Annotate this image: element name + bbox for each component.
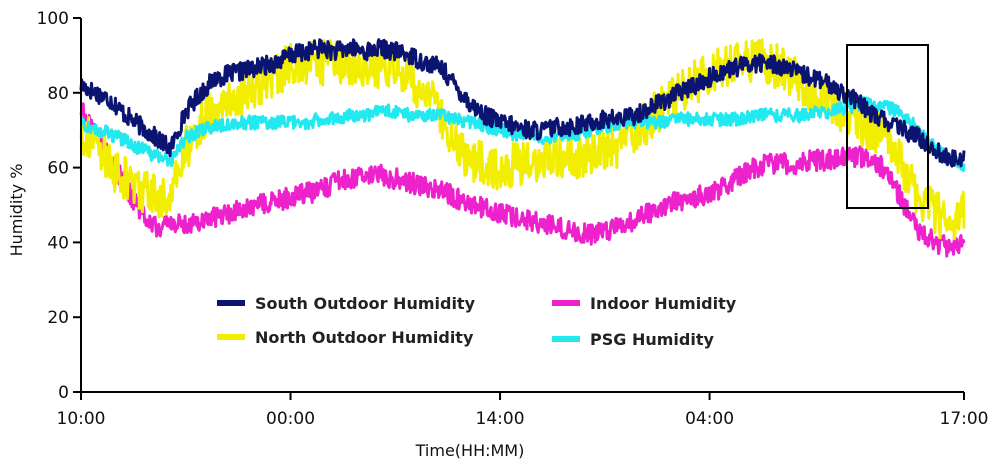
highlight-box — [846, 44, 929, 209]
series-line — [79, 38, 966, 241]
y-tick-label: 0 — [58, 383, 69, 403]
y-tick-label: 40 — [47, 233, 69, 253]
series-line — [80, 96, 966, 172]
y-tick-label: 60 — [47, 159, 69, 179]
x-tick-label: 10:00 — [57, 409, 106, 429]
x-tick-label: 14:00 — [476, 409, 525, 429]
y-tick-label: 20 — [47, 308, 69, 328]
x-axis-title: Time(HH:MM) — [415, 441, 525, 460]
plot-series-group — [79, 38, 966, 258]
legend-label: Indoor Humidity — [590, 294, 737, 313]
axes-group — [80, 18, 964, 393]
legend-label: PSG Humidity — [590, 330, 714, 349]
series-line — [79, 102, 966, 258]
legend-label: North Outdoor Humidity — [255, 328, 474, 347]
x-tick-label: 00:00 — [266, 409, 315, 429]
legend: South Outdoor Humidity North Outdoor Humi… — [217, 294, 737, 349]
legend-label: South Outdoor Humidity — [255, 294, 476, 313]
y-axis-title: Humidity % — [7, 164, 26, 257]
x-tick-label: 17:00 — [940, 409, 989, 429]
ticks-group: 0 20 40 60 80 100 10:00 00:00 14:00 04:00 17:00 — [37, 9, 989, 429]
x-tick-label: 04:00 — [685, 409, 734, 429]
y-tick-label: 100 — [37, 9, 69, 29]
series-line — [79, 38, 966, 168]
y-tick-label: 80 — [47, 84, 69, 104]
